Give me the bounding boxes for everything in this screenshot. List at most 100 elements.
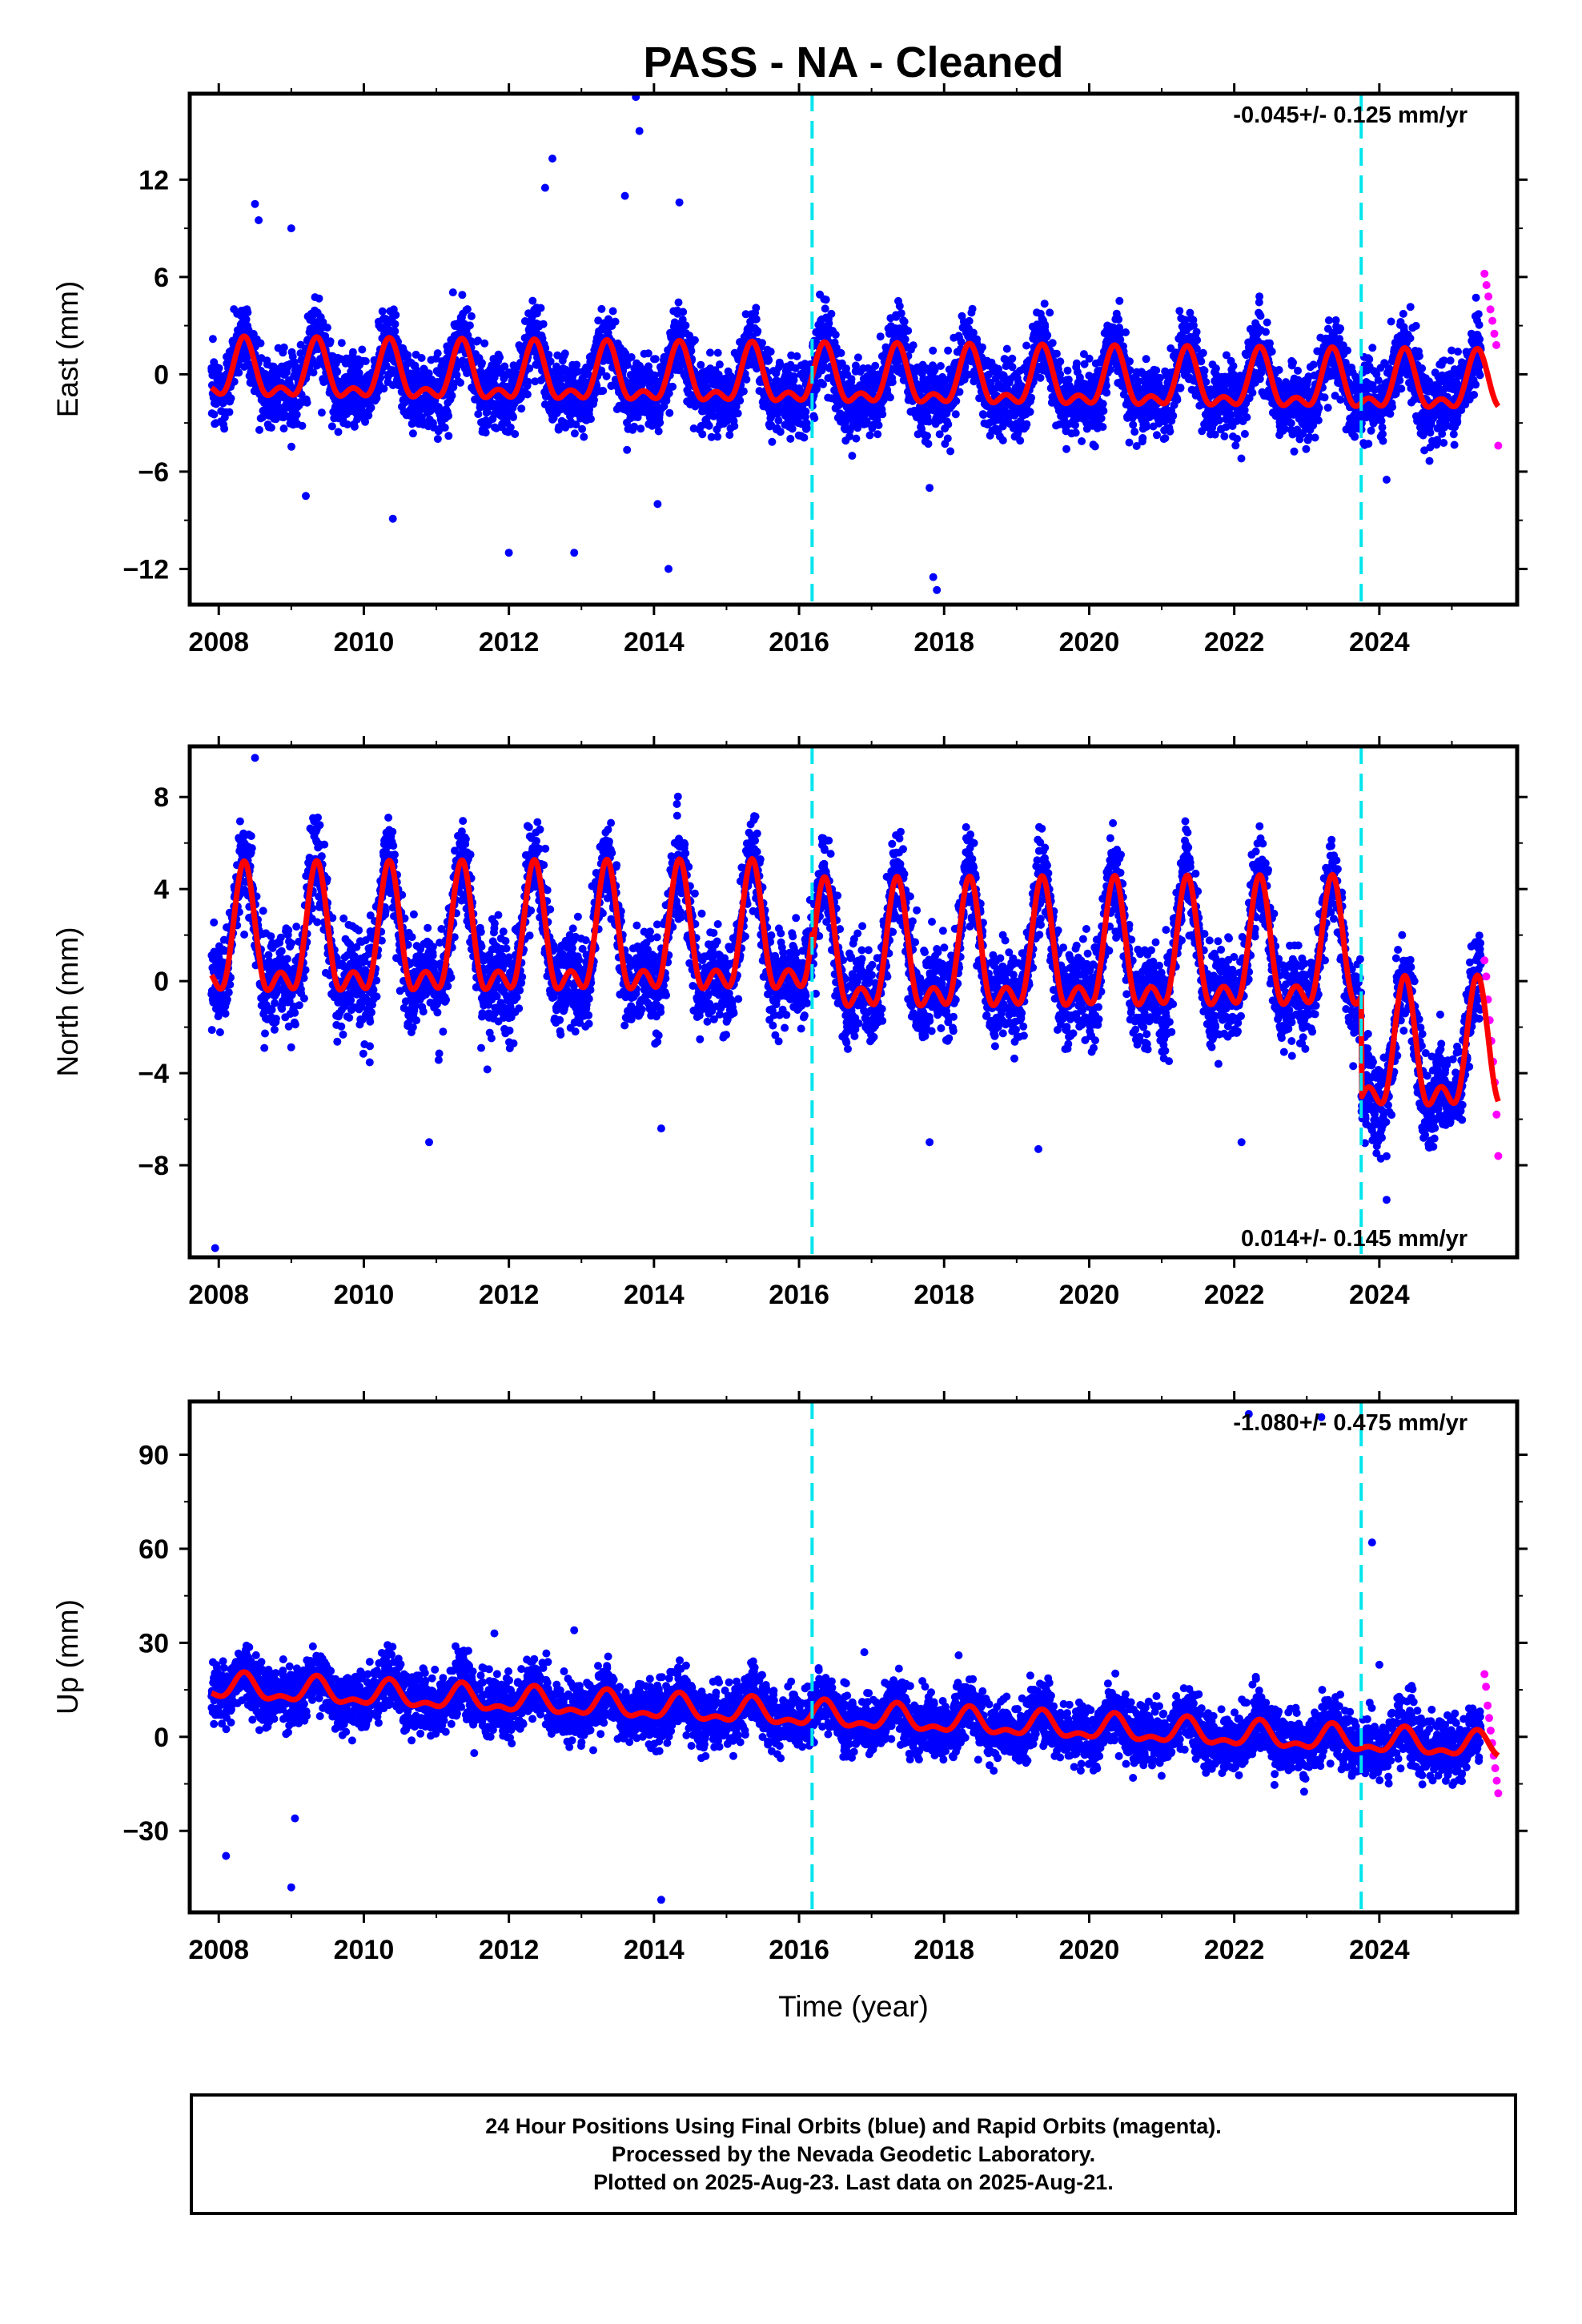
final-orbit-point	[1125, 438, 1134, 447]
final-orbit-point	[736, 396, 745, 405]
final-orbit-point	[654, 427, 663, 436]
final-orbit-point	[847, 375, 856, 384]
final-orbit-point	[1071, 420, 1079, 429]
final-orbit-point	[1166, 427, 1174, 436]
final-orbit-point	[656, 418, 665, 427]
final-orbit-point	[1240, 429, 1249, 438]
final-orbit-point	[739, 387, 748, 396]
final-orbit-point	[458, 291, 467, 300]
final-orbit-point	[669, 382, 677, 391]
final-orbit-point	[758, 339, 766, 348]
final-orbit-point	[800, 433, 809, 442]
final-orbit-point	[965, 316, 974, 325]
final-orbit-point	[412, 365, 420, 374]
final-orbit-point	[523, 390, 532, 399]
final-orbit-point	[1130, 428, 1139, 436]
final-orbit-point	[500, 362, 509, 371]
final-orbit-point	[539, 320, 548, 328]
final-orbit-point	[408, 429, 417, 438]
final-orbit-point	[774, 416, 783, 425]
final-orbit-point	[337, 339, 346, 348]
final-orbit-point	[404, 351, 412, 360]
final-orbit-point	[651, 355, 660, 364]
final-orbit-point	[1098, 423, 1107, 432]
final-orbit-point	[235, 368, 243, 377]
final-orbit-point	[243, 308, 252, 317]
final-orbit-point	[511, 430, 520, 438]
final-orbit-point	[888, 378, 897, 387]
final-orbit-point	[536, 304, 545, 312]
final-orbit-point	[259, 413, 267, 422]
final-orbit-point	[378, 307, 387, 316]
final-orbit-point	[287, 442, 295, 451]
final-orbit-point	[327, 422, 336, 431]
final-orbit-point	[998, 436, 1007, 444]
final-orbit-point	[943, 434, 952, 443]
final-orbit-point	[742, 375, 751, 384]
final-orbit-point	[1052, 349, 1061, 358]
final-orbit-points	[207, 94, 1485, 594]
final-orbit-point	[323, 324, 331, 332]
final-orbit-point	[865, 431, 874, 440]
final-orbit-point	[279, 424, 288, 433]
final-orbit-point	[367, 404, 375, 412]
final-orbit-point	[821, 296, 830, 304]
final-orbit-point	[444, 432, 453, 440]
final-orbit-point	[924, 440, 933, 448]
final-orbit-point	[801, 407, 810, 416]
final-orbit-point	[227, 394, 235, 403]
final-orbit-point	[1267, 348, 1276, 356]
final-orbit-point	[379, 384, 388, 393]
final-orbit-point	[528, 296, 537, 305]
final-orbit-point	[627, 353, 636, 361]
final-orbit-point	[570, 429, 579, 438]
final-orbit-point	[496, 353, 504, 362]
final-orbit-point	[292, 410, 301, 419]
final-orbit-point	[255, 425, 263, 434]
final-orbit-point	[753, 327, 762, 336]
final-orbit-point	[1048, 339, 1057, 348]
final-orbit-point	[802, 424, 811, 432]
final-orbit-point	[590, 396, 598, 404]
final-orbit-point	[978, 343, 986, 352]
final-orbit-point	[690, 336, 699, 344]
final-orbit-point	[952, 396, 961, 405]
final-orbit-point	[852, 434, 861, 443]
final-orbit-point	[478, 359, 486, 368]
final-orbit-point	[885, 393, 894, 402]
final-orbit-point	[361, 417, 370, 426]
final-orbit-point	[897, 309, 905, 318]
final-orbit-point	[433, 349, 442, 358]
final-orbit-point	[698, 430, 707, 439]
final-orbit-point	[713, 432, 722, 441]
final-orbit-point	[298, 421, 307, 430]
final-orbit-point	[788, 424, 797, 433]
final-orbit-point	[1122, 328, 1130, 336]
final-orbit-point	[1056, 357, 1065, 366]
final-orbit-point	[765, 356, 773, 364]
final-orbit-point	[644, 349, 652, 358]
final-orbit-point	[1115, 296, 1124, 305]
final-orbit-point	[1262, 328, 1270, 336]
final-orbit-point	[1169, 412, 1178, 420]
final-orbit-point	[1152, 366, 1161, 375]
final-orbit-point	[766, 348, 775, 356]
final-orbit-point	[611, 317, 620, 326]
final-orbit-point	[1036, 373, 1045, 382]
final-orbit-point	[391, 320, 400, 328]
final-orbit-point	[391, 327, 400, 336]
final-orbit-point	[1062, 444, 1070, 453]
final-orbit-point	[1173, 396, 1182, 404]
final-orbit-point	[895, 302, 904, 311]
final-orbit-point	[951, 410, 960, 419]
final-orbit-point	[1199, 348, 1207, 357]
final-orbit-point	[608, 307, 617, 316]
final-orbit-point	[452, 371, 461, 380]
final-orbit-point	[465, 321, 474, 330]
final-orbit-point	[1192, 328, 1201, 336]
final-orbit-point	[463, 369, 472, 377]
final-orbit-point	[679, 308, 688, 316]
final-orbit-point	[901, 335, 909, 344]
